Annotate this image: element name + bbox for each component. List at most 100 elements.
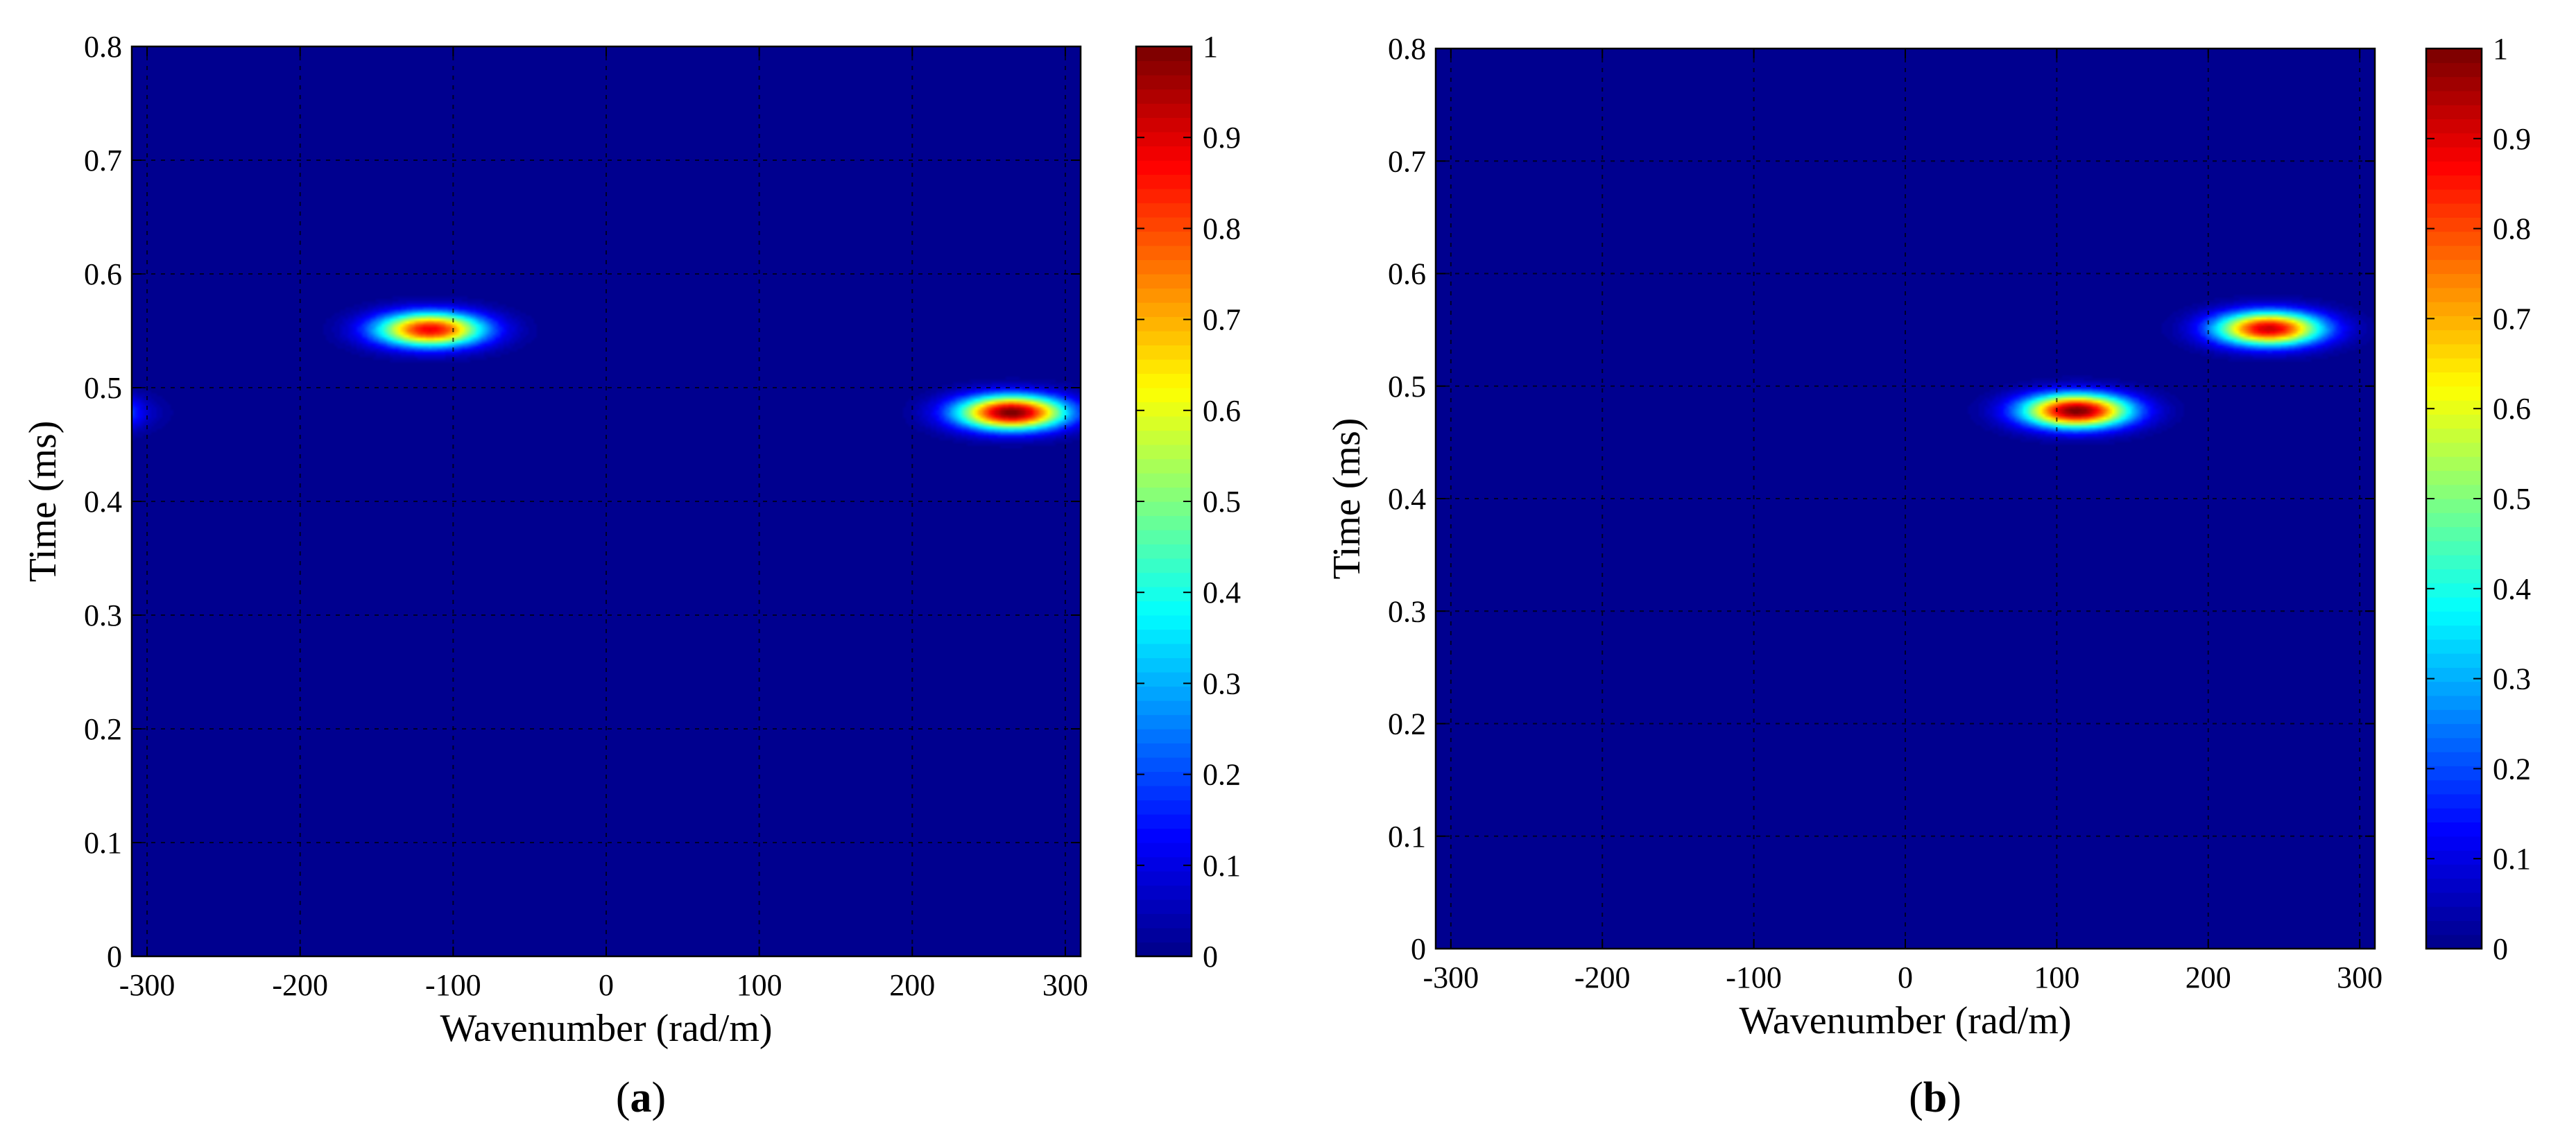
colorbar-segment [2426,681,2482,696]
colorbar-segment [1136,388,1192,403]
colorbar-segment [2426,400,2482,415]
colorbar-segment [1136,530,1192,545]
colorbar-tick-label: 0.6 [2493,392,2531,426]
y-tick-label: 0.1 [1388,820,1426,854]
y-tick-label: 0.3 [1388,594,1426,628]
colorbar-segment [1136,913,1192,929]
colorbar-tick-label: 0.8 [2493,212,2531,246]
colorbar-segment [2426,822,2482,837]
x-axis-title: Wavenumber (rad/m) [440,1007,772,1050]
colorbar-segment [2426,892,2482,907]
colorbar-segment [1136,800,1192,815]
colorbar-segment [2426,161,2482,176]
colorbar-tick-label: 0.7 [1203,303,1241,337]
colorbar-segment [1136,274,1192,289]
colorbar-tick-label: 0 [2493,932,2508,966]
colorbar-segment [2426,555,2482,570]
y-tick-label: 0.1 [84,826,122,860]
colorbar-segment [1136,373,1192,388]
colorbar-segment [1136,75,1192,90]
colorbar-segment [2426,484,2482,499]
colorbar-segment [2426,372,2482,387]
colorbar-segment [1136,501,1192,517]
colorbar-segment [2426,526,2482,542]
x-tick-label: 0 [1898,960,1913,994]
colorbar-tick-label: 0.4 [1203,576,1241,610]
colorbar-segment [1136,686,1192,701]
colorbar-segment [2426,836,2482,851]
y-tick-label: 0.5 [1388,370,1426,404]
colorbar-segment [1136,345,1192,360]
colorbar: 0 0.1 0.2 0.3 0.4 0.5 0.6 0.7 0.8 0.9 1 [1135,30,1241,974]
colorbar-segment [2426,414,2482,429]
colorbar-segment [2426,203,2482,218]
colorbar-segment [1136,856,1192,872]
colorbar-segment [2426,146,2482,162]
colorbar-segment [1136,928,1192,943]
colorbar-segment [2426,512,2482,528]
colorbar-segment [1136,786,1192,801]
colorbar-segment [1136,714,1192,730]
colorbar-segment [2426,878,2482,893]
colorbar-tick-label: 1 [1203,30,1218,64]
colorbar-segment [2426,90,2482,105]
colorbar-segment [1136,700,1192,716]
colorbar-tick-label: 0.3 [2493,662,2531,696]
colorbar-segment [2426,217,2482,232]
colorbar-segment [1136,743,1192,758]
y-tick-label: 0 [1411,932,1426,966]
colorbar-segment [2426,76,2482,92]
colorbar-segment [1136,402,1192,417]
y-tick-label: 0.8 [84,30,122,64]
colorbar-tick-label: 0.2 [1203,758,1241,792]
colorbar-segment [2426,302,2482,316]
colorbar-segment [1136,217,1192,232]
x-axis-title: Wavenumber (rad/m) [1739,999,2071,1042]
colorbar-segment [1136,657,1192,673]
colorbar-segment [2426,259,2482,275]
colorbar-segment [2426,540,2482,555]
colorbar-segment [1136,942,1192,957]
colorbar-segment [2426,442,2482,457]
colorbar-segment [2426,779,2482,795]
colorbar-segment [2426,287,2482,302]
colorbar-segment [1136,117,1192,132]
colorbar-segment [1136,601,1192,616]
colorbar-segment [1136,445,1192,460]
colorbar-segment [2426,583,2482,598]
colorbar-segment [2426,920,2482,936]
colorbar-segment [1136,473,1192,488]
colorbar-segment [2426,625,2482,640]
colorbar-segment [2426,245,2482,260]
colorbar-tick-label: 0.7 [2493,302,2531,336]
colorbar-segment [1136,458,1192,474]
colorbar-segment [1136,814,1192,829]
colorbar-segment [2426,358,2482,373]
y-tick-label: 0.6 [84,257,122,291]
panel-caption-letter: b [1923,1074,1947,1121]
colorbar-segment [1136,487,1192,502]
colorbar-segment [1136,259,1192,275]
colorbar-segment [1136,771,1192,786]
colorbar-segment [1136,160,1192,175]
colorbar-segment [2426,906,2482,922]
colorbar-segment [2426,428,2482,443]
colorbar-segment [1136,572,1192,587]
panel-caption: (b) [1909,1074,1961,1121]
colorbar-segment [1136,89,1192,104]
panel-caption: (a) [616,1074,666,1121]
colorbar-segment [1136,558,1192,574]
y-tick-label: 0.6 [1388,257,1426,291]
colorbar-tick-label: 0.1 [1203,849,1241,883]
x-tick-label: 100 [737,968,782,1002]
colorbar-segment [2426,596,2482,612]
x-tick-label: 300 [2337,960,2382,994]
colorbar-segment [1136,189,1192,204]
colorbar-segment [1136,672,1192,687]
y-axis-title: Time (ms) [1325,418,1368,580]
colorbar-segment [1136,729,1192,744]
colorbar-segment [1136,615,1192,630]
x-tick-label: 200 [2186,960,2231,994]
colorbar-segment [2426,119,2482,134]
